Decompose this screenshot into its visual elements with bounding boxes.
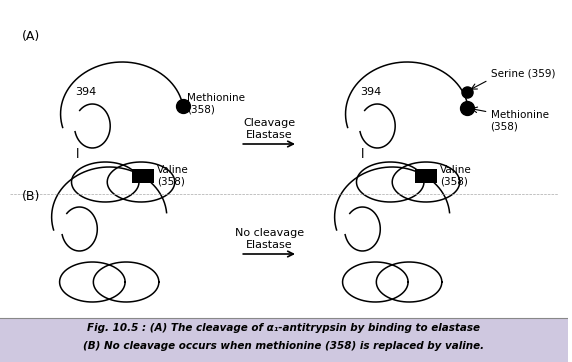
Text: Valine
(358): Valine (358)	[157, 165, 189, 187]
Text: (B) No cleavage occurs when methionine (358) is replaced by valine.: (B) No cleavage occurs when methionine (…	[84, 341, 484, 351]
Bar	[0, 318, 568, 362]
Text: Cleavage
Elastase: Cleavage Elastase	[243, 118, 295, 140]
Text: Methionine
(358): Methionine (358)	[491, 110, 549, 132]
Text: Serine (359): Serine (359)	[491, 68, 555, 78]
Text: l: l	[360, 147, 364, 160]
Text: 394: 394	[76, 87, 97, 97]
Text: 394: 394	[360, 87, 382, 97]
Text: Valine
(358): Valine (358)	[440, 165, 471, 187]
Text: No cleavage
Elastase: No cleavage Elastase	[235, 228, 304, 250]
Text: Methionine
(358): Methionine (358)	[186, 93, 245, 115]
Text: (A): (A)	[22, 30, 40, 43]
Text: l: l	[76, 147, 79, 160]
Bar	[132, 169, 154, 183]
Text: Fig. 10.5 : (A) The cleavage of α₁-antitrypsin by binding to elastase: Fig. 10.5 : (A) The cleavage of α₁-antit…	[88, 323, 480, 333]
Text: (B): (B)	[22, 190, 40, 203]
Bar	[415, 169, 437, 183]
